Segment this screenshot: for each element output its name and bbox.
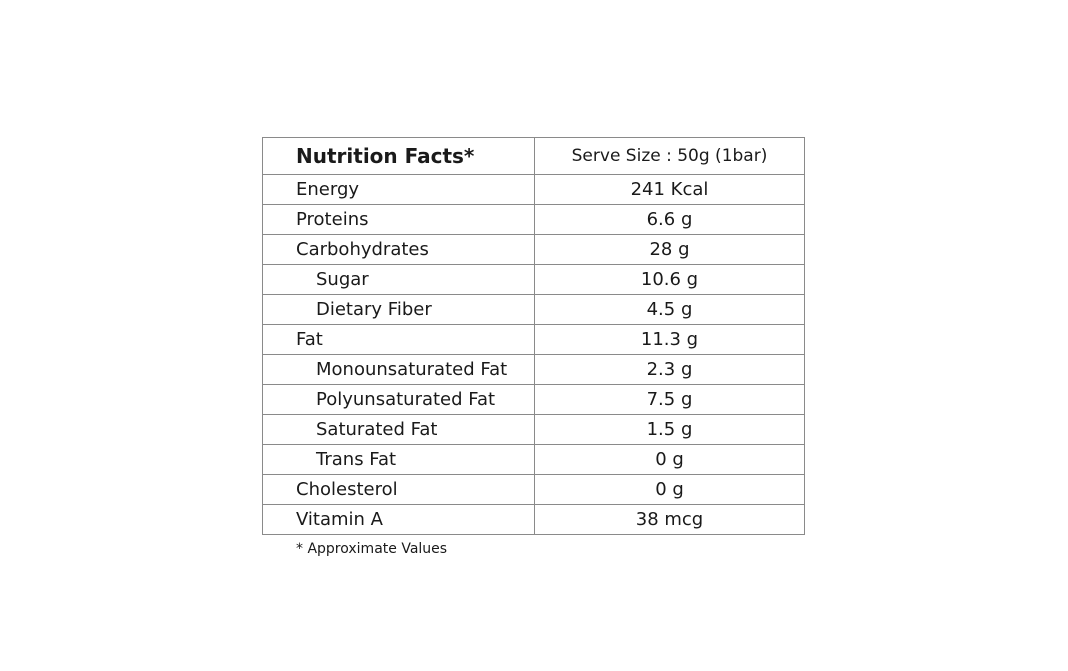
nutrient-value: 0 g <box>534 474 805 505</box>
nutrient-name: Fat <box>262 324 535 355</box>
nutrient-value: 1.5 g <box>534 414 805 445</box>
table-row: Trans Fat 0 g <box>262 444 805 475</box>
nutrient-name: Monounsaturated Fat <box>262 354 535 385</box>
table-row: Saturated Fat 1.5 g <box>262 414 805 445</box>
table-row: Carbohydrates 28 g <box>262 234 805 265</box>
nutrient-value: 38 mcg <box>534 504 805 535</box>
table-row: Cholesterol 0 g <box>262 474 805 505</box>
table-title: Nutrition Facts* <box>262 137 535 175</box>
table-row: Vitamin A 38 mcg <box>262 504 805 535</box>
nutrition-facts-table: Nutrition Facts* Serve Size : 50g (1bar)… <box>262 137 805 535</box>
nutrient-name: Vitamin A <box>262 504 535 535</box>
nutrient-name: Sugar <box>262 264 535 295</box>
nutrient-value: 7.5 g <box>534 384 805 415</box>
nutrient-value: 10.6 g <box>534 264 805 295</box>
nutrient-name: Carbohydrates <box>262 234 535 265</box>
nutrient-name: Proteins <box>262 204 535 235</box>
nutrient-value: 2.3 g <box>534 354 805 385</box>
footnote: * Approximate Values <box>296 541 448 557</box>
table-row: Polyunsaturated Fat 7.5 g <box>262 384 805 415</box>
nutrient-value: 6.6 g <box>534 204 805 235</box>
nutrient-name: Dietary Fiber <box>262 294 535 325</box>
nutrient-value: 4.5 g <box>534 294 805 325</box>
table-row: Fat 11.3 g <box>262 324 805 355</box>
nutrient-value: 0 g <box>534 444 805 475</box>
nutrient-value: 11.3 g <box>534 324 805 355</box>
nutrient-name: Energy <box>262 174 535 205</box>
nutrient-name: Cholesterol <box>262 474 535 505</box>
table-header-row: Nutrition Facts* Serve Size : 50g (1bar) <box>262 137 805 175</box>
nutrient-name: Polyunsaturated Fat <box>262 384 535 415</box>
table-row: Energy 241 Kcal <box>262 174 805 205</box>
nutrient-value: 241 Kcal <box>534 174 805 205</box>
table-row: Dietary Fiber 4.5 g <box>262 294 805 325</box>
nutrient-name: Trans Fat <box>262 444 535 475</box>
table-row: Sugar 10.6 g <box>262 264 805 295</box>
nutrition-table-body: Nutrition Facts* Serve Size : 50g (1bar)… <box>262 137 805 535</box>
nutrient-name: Saturated Fat <box>262 414 535 445</box>
serve-size: Serve Size : 50g (1bar) <box>534 137 805 175</box>
table-row: Monounsaturated Fat 2.3 g <box>262 354 805 385</box>
table-row: Proteins 6.6 g <box>262 204 805 235</box>
nutrient-value: 28 g <box>534 234 805 265</box>
